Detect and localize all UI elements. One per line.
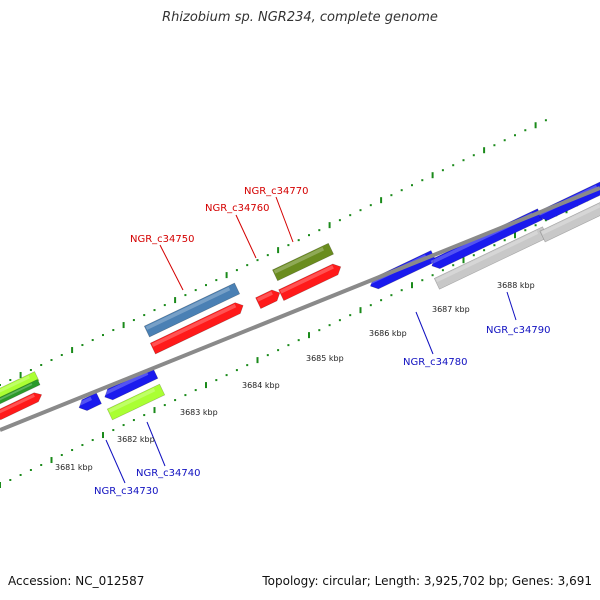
gene-green-left-shine	[0, 383, 33, 402]
scale-label: 3681 kbp	[55, 463, 93, 472]
gene-ngr-c34750-shine	[145, 286, 231, 330]
scale-label: 3683 kbp	[180, 408, 218, 417]
gene-ngr-c34770-shine	[273, 247, 325, 274]
gene-green-left	[0, 378, 41, 406]
lower-tick-track	[0, 194, 599, 488]
map-title: Rhizobium sp. NGR234, complete genome	[162, 10, 438, 25]
gene-blue-small-shine	[77, 396, 93, 407]
gene-ngr-c34760	[255, 289, 281, 309]
gene-red-left-body	[0, 392, 43, 421]
upper-tick-track	[0, 119, 547, 386]
gene-label-lower: NGR_c34790	[486, 325, 551, 336]
genome-summary-text: Topology: circular; Length: 3,925,702 bp…	[262, 574, 592, 588]
gene-ngr-c34730-shine	[103, 371, 149, 396]
gene-gray-right-shine	[541, 204, 600, 235]
leader-line	[275, 196, 294, 243]
scale-label: 3685 kbp	[306, 354, 344, 363]
scale-label: 3682 kbp	[117, 435, 155, 444]
gene-green-left-body	[0, 378, 41, 406]
genome-backbone	[0, 186, 600, 432]
gene-label-lower: NGR_c34730	[94, 486, 159, 497]
gene-ngr-c34750	[143, 282, 241, 338]
gene-label-upper: NGR_c34760	[205, 203, 270, 214]
gene-red-c34750-shine	[151, 303, 237, 347]
gene-red-left-shine	[0, 394, 35, 414]
gene-ngr-c34740	[106, 383, 166, 421]
gene-ngr-c34740-body	[106, 383, 166, 421]
gene-ngr-c34770	[272, 242, 334, 282]
gene-lime-left	[0, 371, 40, 401]
gene-ngr-c34740-shine	[108, 388, 156, 413]
gene-ngr-c34760-shine	[256, 291, 273, 302]
gene-label-lower: NGR_c34740	[136, 468, 201, 479]
gene-red-c34770-body	[278, 263, 342, 302]
gene-ngr-c34750-body	[143, 282, 241, 338]
gene-blue-small	[77, 392, 102, 411]
scale-label: 3687 kbp	[432, 305, 470, 314]
gene-blue-small-body	[78, 392, 102, 411]
gene-red-c34750-body	[149, 302, 244, 355]
gene-gray-right-body	[539, 199, 600, 243]
scale-labels: 3681 kbp 3682 kbp 3683 kbp 3684 kbp 3685 kbp…	[55, 281, 535, 472]
scale-label: 3688 kbp	[497, 281, 535, 290]
leader-line	[146, 421, 166, 467]
gene-label-upper: NGR_c34750	[130, 234, 195, 245]
gene-gray-right	[539, 199, 600, 243]
leader-line	[506, 291, 517, 321]
scale-label: 3684 kbp	[242, 381, 280, 390]
backbone-line	[0, 186, 600, 432]
gene-ngr-c34730-body	[104, 367, 159, 401]
leader-line	[415, 311, 434, 355]
gene-labels: NGR_c34750 NGR_c34760 NGR_c34770 NGR_c34730…	[94, 186, 551, 497]
gene-ngr-c34770-body	[272, 242, 334, 282]
leader-line	[105, 439, 126, 484]
gene-red-left	[0, 392, 43, 421]
leader-line	[159, 244, 184, 291]
gene-lime-left-body	[0, 371, 40, 401]
gene-gray-c34790-shine	[435, 230, 539, 283]
gene-red-c34770	[278, 263, 342, 302]
leader-line	[235, 214, 257, 259]
gene-ngr-c34760-body	[255, 289, 281, 309]
gene-ngr-c34730	[103, 367, 159, 401]
label-leader-lines	[105, 196, 517, 484]
accession-text: Accession: NC_012587	[8, 574, 145, 588]
gene-red-c34750	[149, 302, 244, 355]
gene-red-c34770-shine	[279, 265, 334, 294]
gene-label-lower: NGR_c34780	[403, 357, 468, 368]
gene-lime-left-shine	[0, 375, 31, 395]
gene-label-upper: NGR_c34770	[244, 186, 309, 197]
scale-label: 3686 kbp	[369, 329, 407, 338]
